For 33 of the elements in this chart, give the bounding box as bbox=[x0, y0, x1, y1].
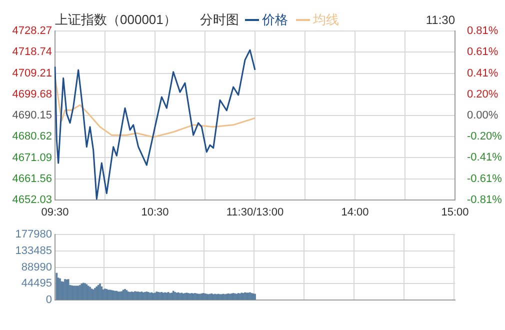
y-tick-label: 4699.68 bbox=[12, 88, 52, 100]
legend-label: 均线 bbox=[313, 11, 339, 29]
y-tick-label: 4728.27 bbox=[12, 25, 52, 38]
y-tick-label: 133485 bbox=[15, 244, 52, 257]
y-tick-label: 4680.62 bbox=[12, 130, 52, 143]
x-tick-label: 11:30/13:00 bbox=[226, 206, 284, 219]
y-tick-label: 4690.15 bbox=[12, 110, 52, 122]
legend-label: 价格 bbox=[262, 11, 288, 29]
y2-tick-label: -0.41% bbox=[467, 152, 502, 164]
y2-tick-label: 0.41% bbox=[467, 67, 498, 80]
y-tick-label: 88990 bbox=[21, 261, 52, 274]
chart-title: 上证指数（000001） bbox=[55, 11, 176, 29]
y2-tick-label: 0.00% bbox=[467, 110, 498, 122]
y-tick-label: 4652.03 bbox=[12, 194, 52, 206]
y-tick-label: 4709.21 bbox=[12, 67, 52, 80]
x-tick-label: 09:30 bbox=[41, 206, 69, 219]
y2-tick-label: -0.20% bbox=[467, 130, 502, 143]
y-tick-label: 44495 bbox=[21, 278, 52, 290]
y-tick-label: 4671.09 bbox=[12, 152, 52, 164]
y-tick-label: 4661.56 bbox=[12, 172, 52, 185]
y-tick-label: 0 bbox=[46, 294, 52, 306]
y2-tick-label: 0.81% bbox=[467, 25, 498, 38]
x-tick-label: 14:00 bbox=[341, 206, 369, 219]
x-tick-label: 10:30 bbox=[141, 206, 169, 219]
y-tick-label: 177980 bbox=[15, 228, 52, 241]
y2-tick-label: 0.61% bbox=[467, 46, 498, 58]
x-tick-label: 15:00 bbox=[441, 206, 469, 219]
y2-tick-label: -0.61% bbox=[467, 172, 502, 185]
y2-tick-label: -0.81% bbox=[467, 194, 502, 206]
chart-subtitle: 分时图 bbox=[200, 11, 239, 29]
y2-tick-label: 0.20% bbox=[467, 88, 498, 100]
y-tick-label: 4718.74 bbox=[12, 46, 52, 58]
text: 11:30 bbox=[426, 13, 455, 27]
